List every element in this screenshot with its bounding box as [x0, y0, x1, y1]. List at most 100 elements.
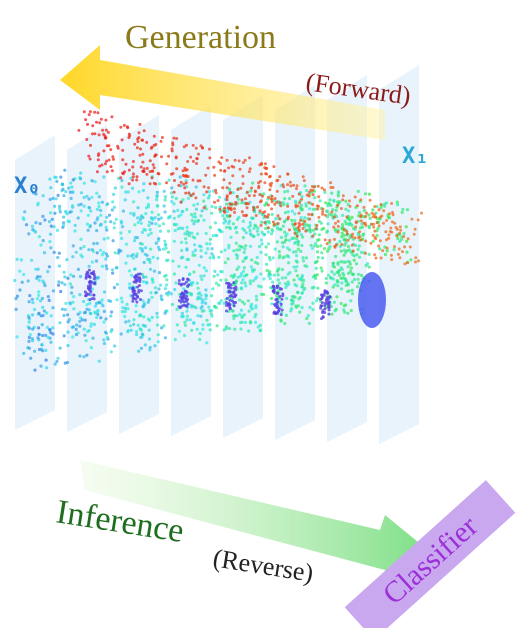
point [355, 262, 358, 265]
point [256, 230, 259, 233]
point [393, 245, 396, 248]
point [249, 321, 252, 324]
point [140, 329, 143, 332]
point [316, 245, 319, 248]
point [147, 205, 150, 208]
point [409, 246, 412, 249]
point [48, 220, 51, 223]
point [406, 261, 409, 264]
point [315, 224, 318, 227]
point [129, 212, 132, 215]
point [110, 328, 113, 331]
point [71, 190, 74, 193]
point [288, 228, 291, 231]
point [92, 270, 95, 273]
point [88, 206, 91, 209]
point [140, 166, 143, 169]
point [137, 221, 140, 224]
point [380, 257, 383, 260]
point [262, 293, 265, 296]
point [351, 280, 354, 283]
point [357, 278, 360, 281]
point [338, 201, 341, 204]
point [259, 200, 262, 203]
point [214, 189, 217, 192]
point [351, 235, 354, 238]
point [402, 232, 405, 235]
point [114, 186, 117, 189]
point [241, 210, 244, 213]
point [18, 270, 21, 273]
point [31, 337, 34, 340]
point [83, 182, 86, 185]
point [65, 212, 68, 215]
point [259, 180, 262, 183]
point [286, 190, 289, 193]
point [88, 265, 91, 268]
point [281, 309, 284, 312]
point [210, 212, 213, 215]
point [368, 253, 371, 256]
point [413, 233, 416, 236]
point [287, 217, 290, 220]
point [243, 266, 246, 269]
point [356, 285, 359, 288]
point [364, 252, 367, 255]
point [290, 219, 293, 222]
point [298, 311, 301, 314]
point [197, 153, 200, 156]
point [164, 198, 167, 201]
point [326, 222, 329, 225]
point [130, 329, 133, 332]
point [199, 332, 202, 335]
point [300, 233, 303, 236]
point [89, 290, 92, 293]
point [311, 235, 314, 238]
point [88, 269, 91, 272]
point [345, 215, 348, 218]
point [190, 232, 193, 235]
point [324, 214, 327, 217]
point [352, 250, 355, 253]
point [73, 229, 76, 232]
point [344, 303, 347, 306]
point [160, 140, 163, 143]
point [67, 187, 70, 190]
point [157, 172, 160, 175]
point [142, 189, 145, 192]
point [259, 324, 262, 327]
point [321, 256, 324, 259]
point [170, 200, 173, 203]
point [337, 231, 340, 234]
point [296, 274, 299, 277]
point [185, 181, 188, 184]
point [63, 275, 66, 278]
point [220, 250, 223, 253]
point [312, 193, 315, 196]
point [241, 278, 244, 281]
point [245, 273, 248, 276]
point [202, 200, 205, 203]
point [192, 192, 195, 195]
point [89, 158, 92, 161]
point [184, 237, 187, 240]
point [278, 295, 281, 298]
point [41, 306, 44, 309]
point [124, 320, 127, 323]
point [327, 301, 330, 304]
point [353, 278, 356, 281]
point [156, 191, 159, 194]
point [20, 258, 23, 261]
point [318, 220, 321, 223]
point [401, 211, 404, 214]
point [242, 260, 245, 263]
point [59, 210, 62, 213]
point [85, 273, 88, 276]
point [250, 303, 253, 306]
point [42, 239, 45, 242]
point [387, 233, 390, 236]
point [378, 247, 381, 250]
point [95, 316, 98, 319]
point [101, 298, 104, 301]
point [159, 230, 162, 233]
